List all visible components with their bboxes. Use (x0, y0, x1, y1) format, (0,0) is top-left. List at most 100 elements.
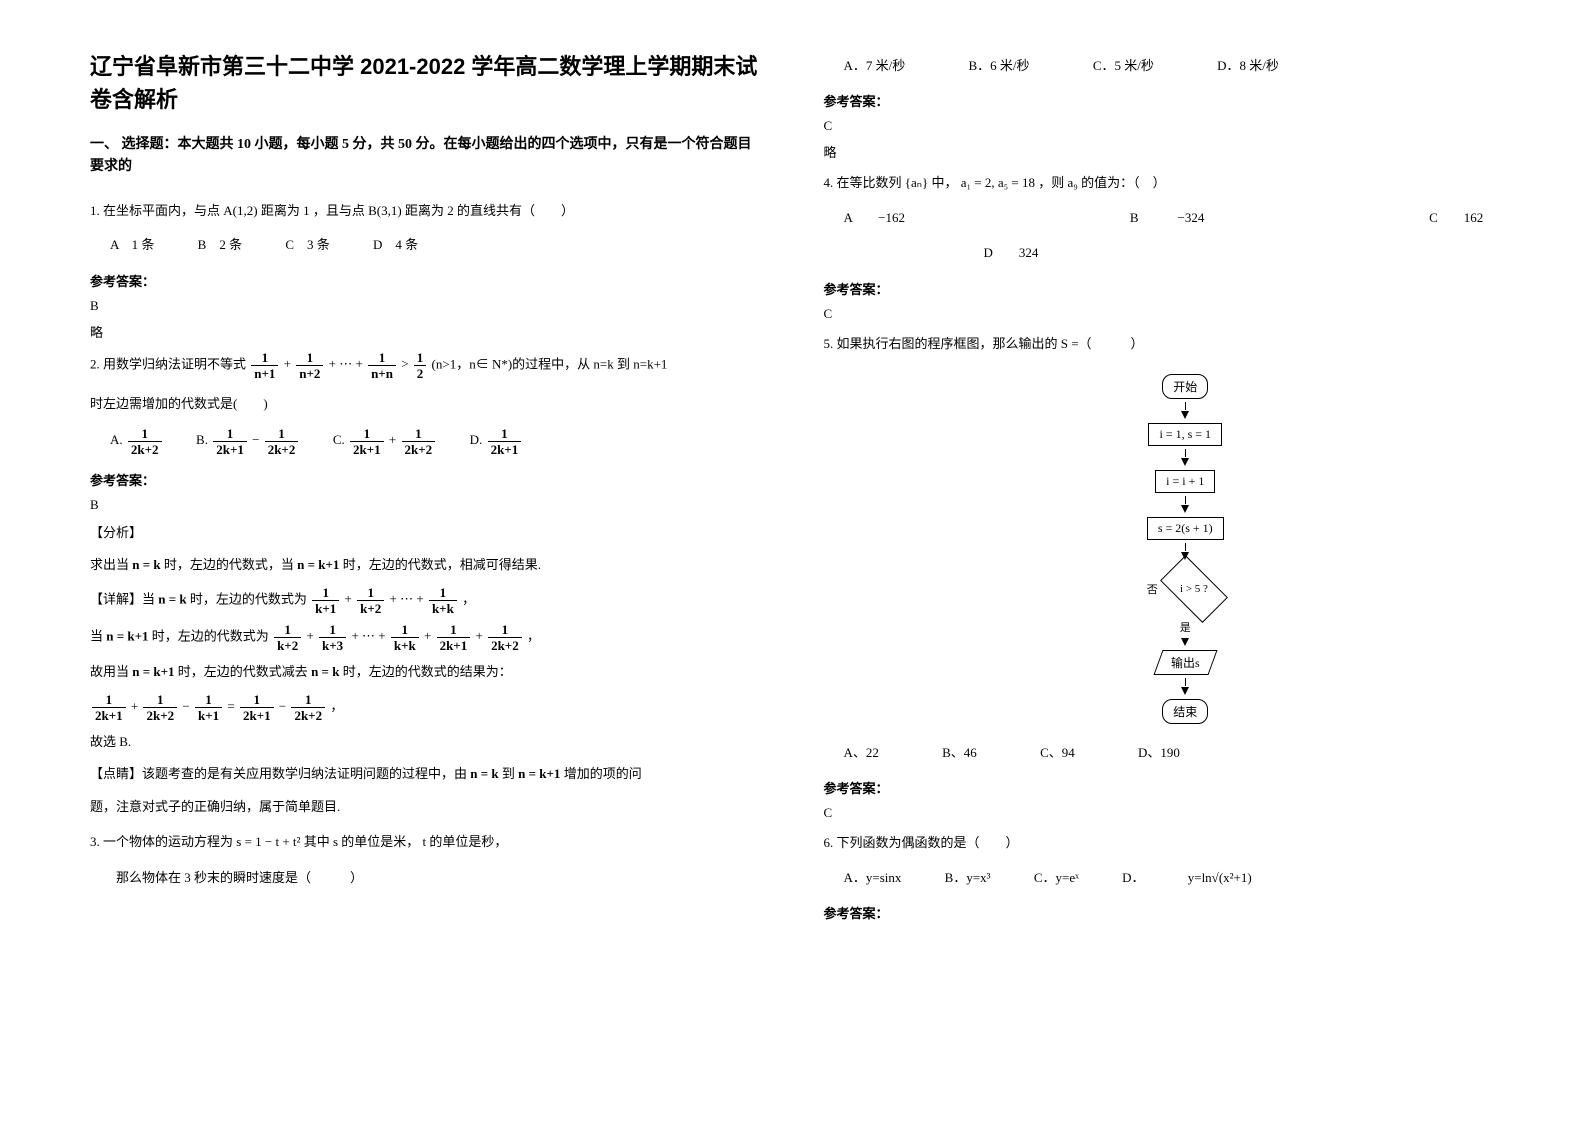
q3-answer-label: 参考答案： (824, 91, 1498, 110)
arrow-icon (1185, 449, 1186, 457)
question-3: 3. 一个物体的运动方程为 s = 1 − t + t² 其中 s 的单位是米，… (90, 830, 764, 855)
q3-t: t (423, 834, 427, 849)
exam-title: 辽宁省阜新市第三十二中学 2021-2022 学年高二数学理上学期期末试卷含解析 (90, 50, 764, 116)
q3-optC: C．5 米/秒 (1093, 58, 1154, 73)
q3-answer: C (824, 118, 1498, 134)
q2-optD-label: D. (470, 432, 483, 447)
q2-prefix: 2. 用数学归纳法证明不等式 (90, 356, 246, 371)
q2-answer: B (90, 497, 764, 513)
q1-dist2: 2 (447, 203, 454, 218)
question-1: 1. 在坐标平面内，与点 A(1,2) 距离为 1 ，且与点 B(3,1) 距离… (90, 199, 764, 224)
flow-cond-row: 否 i > 5 ? (1147, 561, 1224, 617)
q3-tail: 的单位是秒， (429, 834, 507, 849)
q2-point-mid: 到 (502, 766, 515, 781)
q5-options: A、22 B、46 C、94 D、190 (844, 741, 1498, 764)
q2-a1-tail: 时，左边的代数式，相减可得结果. (343, 557, 541, 572)
q1-answer: B (90, 298, 764, 314)
q2-optC-label: C. (333, 432, 345, 447)
flow-start: 开始 (1162, 374, 1208, 399)
q2-result-expr: 12k+1 + 12k+2 − 1k+1 = 12k+1 − 12k+2 ， (90, 693, 764, 722)
q3-line2: 那么物体在 3 秒末的瞬时速度是（ ） (90, 866, 764, 891)
q4-optD: D 324 (984, 245, 1039, 260)
q2-a1-pre: 求出当 (90, 557, 129, 572)
flow-out-text: 输出s (1171, 654, 1200, 671)
flow-init: i = 1, s = 1 (1148, 423, 1222, 446)
q5-answer-label: 参考答案： (824, 778, 1498, 797)
q3-note: 略 (824, 142, 1498, 161)
arrow-icon (1185, 678, 1186, 686)
q5-text: 5. 如果执行右图的程序框图，那么输出的 S =（ ） (824, 336, 1144, 351)
q6-optD-pre: D． (1122, 870, 1144, 885)
right-column: A．7 米/秒 B．6 米/秒 C．5 米/秒 D．8 米/秒 参考答案： C … (824, 50, 1498, 1072)
q2-detail-2: 当 n = k+1 时，左边的代数式为 1k+2 + 1k+3 + ⋯ + 1k… (90, 623, 764, 652)
flowchart: 开始 i = 1, s = 1 i = i + 1 s = 2(s + 1) 否… (874, 371, 1498, 727)
q5-answer: C (824, 805, 1498, 821)
q2-d2-expr: 1k+2 + 1k+3 + ⋯ + 1k+k + 12k+1 + 12k+2 (272, 628, 527, 643)
q2-d3-tail: 时，左边的代数式的结果为： (343, 664, 512, 679)
arrow-icon (1181, 458, 1189, 466)
nk-1: n = k (132, 557, 160, 572)
question-5: 5. 如果执行右图的程序框图，那么输出的 S =（ ） (824, 332, 1498, 357)
section-1-heading: 一、 选择题：本大题共 10 小题，每小题 5 分，共 50 分。在每小题给出的… (90, 134, 764, 179)
q2-point-tail: 增加的项的问 (564, 766, 642, 781)
question-2: 2. 用数学归纳法证明不等式 1n+1 + 1n+2 + ⋯ + 1n+n > … (90, 351, 764, 380)
q6-optD: D． y=ln√(x²+1) (1122, 870, 1292, 885)
q6-optA: A．y=sinx (844, 870, 902, 885)
flow-inc: i = i + 1 (1155, 470, 1215, 493)
q2-d1-mid: 时，左边的代数式为 (190, 591, 307, 606)
flow-out: 输出s (1153, 650, 1217, 675)
q2-optC: C. 12k+1 + 12k+2 (333, 432, 441, 447)
q1-answer-label: 参考答案： (90, 271, 764, 290)
q5-optB: B、46 (942, 745, 977, 760)
q6-optD-expr: y=ln√(x²+1) (1188, 870, 1252, 885)
q2-detail-1: 【详解】当 n = k 时，左边的代数式为 1k+1 + 1k+2 + ⋯ + … (90, 586, 764, 615)
q3-optA: A．7 米/秒 (844, 58, 906, 73)
q6-optB: B．y=x³ (945, 870, 991, 885)
q1-optC: C 3 条 (285, 237, 329, 252)
q3-s: s (333, 834, 338, 849)
question-6: 6. 下列函数为偶函数的是（ ） (824, 831, 1498, 856)
q1-optB: B 2 条 (198, 237, 242, 252)
q1-mid: 距离为 (261, 203, 300, 218)
nk1-2: n = k+1 (106, 628, 148, 643)
q2-d2-pre: 当 (90, 628, 103, 643)
q3-optB: B．6 米/秒 (969, 58, 1030, 73)
arrow-icon (1181, 505, 1189, 513)
flow-calc: s = 2(s + 1) (1147, 517, 1224, 540)
question-4: 4. 在等比数列 {aₙ} 中， a₁ = 2, a₅ = 18 ，则 a₉ 的… (824, 171, 1498, 196)
q2-answer-label: 参考答案： (90, 470, 764, 489)
q2-analysis-1: 求出当 n = k 时，左边的代数式，当 n = k+1 时，左边的代数式，相减… (90, 553, 764, 578)
q1-mid3: 距离为 (405, 203, 444, 218)
q4-prefix: 4. 在等比数列 (824, 175, 902, 190)
q2-d2-mid: 时，左边的代数式为 (152, 628, 269, 643)
q2-point: 【点睛】该题考查的是有关应用数学归纳法证明问题的过程中，由 n = k 到 n … (90, 762, 764, 787)
q1-text: 1. 在坐标平面内，与点 (90, 203, 220, 218)
q6-optC: C．y=eˣ (1034, 870, 1079, 885)
q2-d3-mid: 时，左边的代数式减去 (178, 664, 308, 679)
q2-point-label: 【点睛】该题考查的是有关应用数学归纳法证明问题的过程中，由 (90, 766, 467, 781)
q2-point-line2: 题，注意对式子的正确归纳，属于简单题目. (90, 795, 764, 820)
q2-formula: 1n+1 + 1n+2 + ⋯ + 1n+n > 12 (249, 356, 431, 371)
q4-answer-label: 参考答案： (824, 279, 1498, 298)
q5-optC: C、94 (1040, 745, 1075, 760)
q3-l2-tail: 秒末的瞬时速度是（ ） (194, 870, 363, 885)
nk1-3: n = k+1 (132, 664, 174, 679)
nk-4: n = k (470, 766, 498, 781)
arrow-icon (1181, 687, 1189, 695)
q5-optD: D、190 (1138, 745, 1180, 760)
arrow-icon (1181, 411, 1189, 419)
q1-dist1: 1 (303, 203, 310, 218)
q4-mid: 中， (931, 175, 957, 190)
q1-optD: D 4 条 (373, 237, 418, 252)
q2-d1-expr: 1k+1 + 1k+2 + ⋯ + 1k+k (310, 591, 462, 606)
q2-optD: D. 12k+1 (470, 432, 524, 447)
arrow-icon (1185, 543, 1186, 551)
q2-tail: (n>1，n∈ N*)的过程中，从 n=k 到 n=k+1 (432, 356, 668, 371)
q4-mid2: ，则 (1038, 175, 1064, 190)
flow-yes: 是 (1180, 619, 1191, 635)
q5-optA: A、22 (844, 745, 879, 760)
q1-pointA: A(1,2) (223, 203, 257, 218)
q2-optB: B. 12k+1 − 12k+2 (196, 432, 304, 447)
q2-optA-label: A. (110, 432, 123, 447)
q3-prefix: 3. 一个物体的运动方程为 (90, 834, 233, 849)
